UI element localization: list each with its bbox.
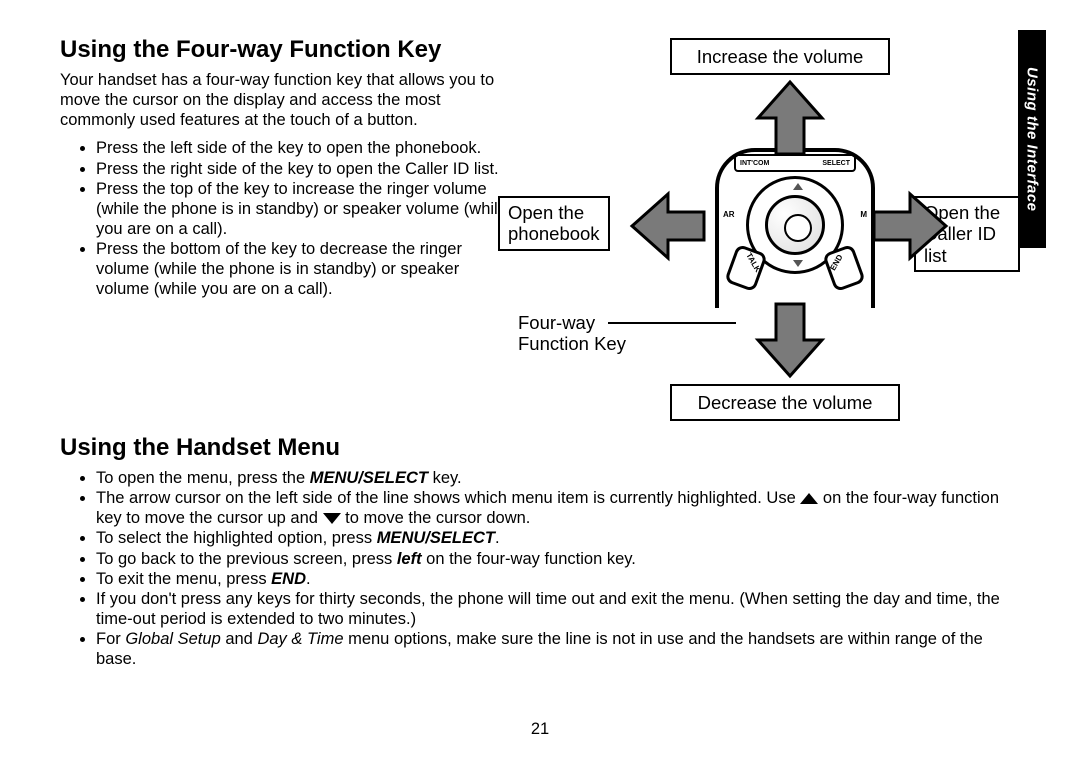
section2-bullet: To go back to the previous screen, press… (96, 549, 1020, 569)
label-decrease-volume: Decrease the volume (670, 384, 900, 421)
section1-intro: Your handset has a four-way function key… (60, 70, 510, 130)
arrow-left-icon (628, 186, 708, 266)
page-number: 21 (531, 720, 549, 739)
triangle-up-icon (800, 493, 818, 504)
label-fourway-key: Four-way Function Key (518, 312, 626, 355)
triangle-down-icon (323, 513, 341, 524)
arrow-right-icon (870, 186, 950, 266)
function-key-diagram: Increase the volume Open the phonebook O… (550, 36, 1020, 426)
section2-bullet: For Global Setup and Day & Time menu opt… (96, 629, 1020, 669)
section2-bullet: The arrow cursor on the left side of the… (96, 488, 1020, 528)
section2-bullet: If you don't press any keys for thirty s… (96, 589, 1020, 629)
arrow-down-icon (750, 300, 830, 380)
section2-bullet: To select the highlighted option, press … (96, 528, 1020, 548)
section1-bullet: Press the bottom of the key to decrease … (96, 239, 510, 299)
label-increase-volume: Increase the volume (670, 38, 890, 75)
label-open-phonebook: Open the phonebook (498, 196, 610, 251)
section1-bullet: Press the left side of the key to open t… (96, 138, 510, 158)
section2-heading: Using the Handset Menu (60, 434, 1020, 462)
leader-line (608, 322, 736, 324)
handset-illustration: INT'COM SELECT AR M TALK END (710, 148, 880, 308)
arrow-up-icon (750, 78, 830, 158)
side-tab-text: Using the Interface (1024, 67, 1041, 212)
side-tab: Using the Interface (1018, 30, 1046, 248)
section1-bullets: Press the left side of the key to open t… (60, 138, 510, 299)
section2-bullets: To open the menu, press the MENU/SELECT … (60, 468, 1020, 669)
section2-bullet: To open the menu, press the MENU/SELECT … (96, 468, 1020, 488)
section1-bullet: Press the right side of the key to open … (96, 159, 510, 179)
section1-bullet: Press the top of the key to increase the… (96, 179, 510, 239)
section1-heading: Using the Four-way Function Key (60, 36, 530, 64)
section2-bullet: To exit the menu, press END. (96, 569, 1020, 589)
